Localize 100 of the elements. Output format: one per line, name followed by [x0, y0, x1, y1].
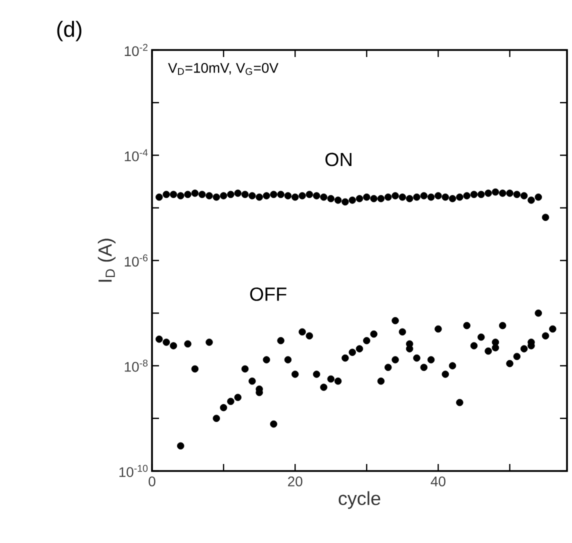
point — [212, 414, 220, 422]
point — [377, 195, 385, 202]
point — [534, 194, 542, 201]
point — [170, 342, 178, 350]
point — [320, 194, 328, 201]
point — [262, 192, 270, 200]
point — [392, 192, 399, 200]
point — [448, 362, 456, 370]
point — [270, 190, 278, 198]
point — [162, 338, 170, 346]
point — [234, 190, 242, 197]
y-tick-label: 10$^{-8}$ — [124, 360, 148, 372]
point — [312, 370, 320, 378]
point — [413, 354, 420, 362]
point — [413, 194, 420, 201]
point — [406, 345, 414, 352]
point — [298, 192, 306, 200]
series-label: ON — [325, 152, 352, 166]
point — [534, 310, 542, 317]
point — [484, 347, 492, 355]
point — [470, 190, 478, 198]
point — [227, 190, 234, 198]
point — [506, 190, 514, 197]
text: (d) — [57, 20, 82, 42]
point — [427, 194, 435, 201]
point — [420, 192, 428, 200]
point — [162, 190, 170, 198]
point — [191, 365, 199, 373]
point — [248, 378, 256, 385]
point — [392, 356, 399, 364]
point — [420, 364, 428, 372]
point — [284, 192, 292, 200]
x-tick-label: 20 — [288, 476, 302, 486]
point — [306, 332, 314, 340]
point — [170, 190, 178, 198]
point — [184, 340, 192, 348]
point — [520, 192, 528, 200]
point — [463, 192, 470, 200]
point — [270, 420, 278, 428]
point — [312, 192, 320, 200]
point — [298, 328, 306, 336]
point — [549, 325, 556, 333]
point — [434, 192, 442, 200]
point — [306, 190, 314, 198]
point — [348, 196, 356, 204]
point — [499, 322, 506, 330]
point — [370, 195, 378, 202]
point — [284, 356, 292, 364]
point — [262, 356, 270, 364]
y-tick-label: 10$^{-4}$ — [124, 149, 148, 162]
point — [184, 190, 192, 198]
point — [156, 336, 163, 343]
point — [342, 354, 349, 362]
point — [478, 334, 485, 341]
point — [191, 190, 199, 197]
point — [334, 378, 342, 385]
point — [463, 322, 470, 330]
point — [513, 352, 521, 360]
point — [506, 360, 514, 368]
point — [542, 332, 550, 340]
point — [342, 198, 349, 206]
point — [370, 330, 378, 338]
y-tick-label: 10$^{-10}$ — [119, 464, 148, 478]
point — [542, 214, 550, 221]
point — [241, 190, 249, 198]
point — [478, 190, 485, 198]
point — [398, 328, 406, 336]
point — [156, 194, 163, 201]
x-tick-label: 0 — [148, 476, 156, 486]
point — [241, 365, 249, 373]
point — [456, 398, 464, 406]
point — [277, 190, 284, 198]
y-tick-label: 10$^{-2}$ — [124, 44, 148, 56]
point — [406, 195, 414, 202]
point — [327, 195, 334, 202]
point — [513, 190, 521, 198]
point — [234, 394, 242, 402]
point — [492, 338, 500, 346]
point — [292, 194, 299, 201]
point — [384, 194, 392, 201]
point — [392, 317, 399, 324]
point — [356, 195, 364, 202]
point — [292, 370, 299, 378]
point — [334, 196, 342, 204]
point — [248, 192, 256, 200]
y-axis-title: I$_{D}$ (A) — [98, 238, 116, 282]
annotation: V$_{D}$=10mV, V$_{G}$=0V — [168, 62, 278, 75]
point — [220, 192, 228, 200]
point — [427, 356, 435, 364]
point — [320, 384, 328, 391]
point — [492, 188, 500, 196]
point — [356, 345, 364, 352]
point — [177, 192, 184, 200]
point — [212, 194, 220, 201]
point — [434, 325, 442, 333]
point — [256, 194, 263, 201]
point — [456, 194, 464, 201]
point — [470, 342, 478, 350]
point — [206, 192, 213, 200]
point — [227, 398, 234, 406]
